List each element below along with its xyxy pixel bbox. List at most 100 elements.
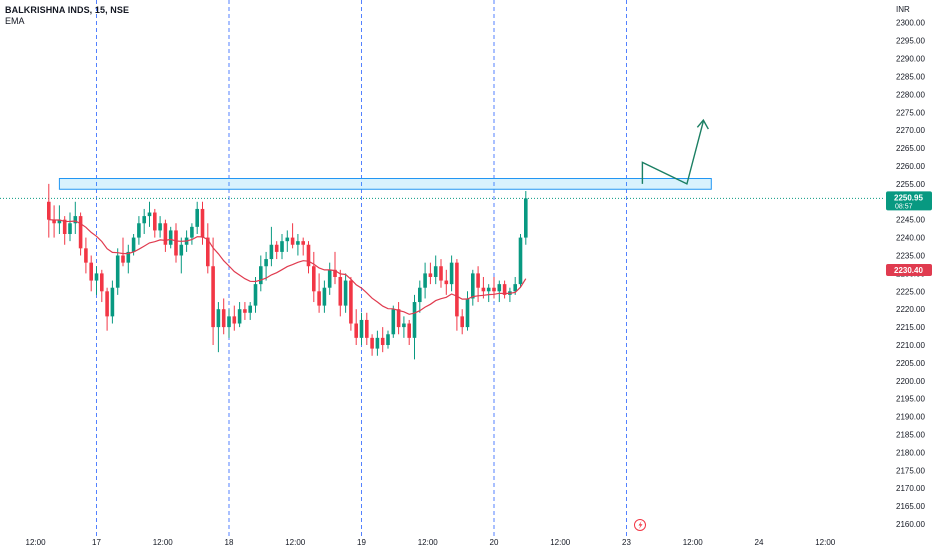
candle-body[interactable] <box>396 309 401 328</box>
chart-legend[interactable]: BALKRISHNA INDS, 15, NSE EMA <box>5 5 129 27</box>
candle-body[interactable] <box>47 201 51 220</box>
candle-body[interactable] <box>343 280 348 306</box>
candle-body[interactable] <box>497 284 502 292</box>
candle-body[interactable] <box>248 305 252 313</box>
candle-body[interactable] <box>126 251 131 263</box>
candle-body[interactable] <box>433 266 438 277</box>
candle-body[interactable] <box>174 230 178 256</box>
candle-body[interactable] <box>412 302 417 338</box>
candle-body[interactable] <box>206 237 210 267</box>
candle-body[interactable] <box>232 316 237 324</box>
candlestick-series[interactable] <box>47 183 528 360</box>
candle-body[interactable] <box>110 287 115 317</box>
indicator-label[interactable]: EMA <box>5 16 25 26</box>
candle-body[interactable] <box>62 219 67 235</box>
candle-body[interactable] <box>502 284 507 295</box>
candle-body[interactable] <box>158 223 162 231</box>
candle-body[interactable] <box>163 223 168 245</box>
candle-body[interactable] <box>237 309 242 324</box>
candle-body[interactable] <box>259 266 263 285</box>
candle-body[interactable] <box>402 323 406 328</box>
candle-body[interactable] <box>423 273 427 288</box>
candle-body[interactable] <box>349 280 353 324</box>
candle-body[interactable] <box>153 212 157 231</box>
candle-body[interactable] <box>359 319 364 338</box>
candle-body[interactable] <box>327 269 332 288</box>
candle-body[interactable] <box>280 241 284 252</box>
candle-body[interactable] <box>354 323 358 338</box>
projection-path[interactable] <box>641 121 705 185</box>
candle-body[interactable] <box>137 223 141 238</box>
candle-body[interactable] <box>190 226 194 238</box>
ema-line[interactable] <box>48 219 527 315</box>
symbol-title[interactable]: BALKRISHNA INDS, 15, NSE <box>5 5 130 15</box>
candle-body[interactable] <box>322 287 327 306</box>
candle-body[interactable] <box>285 237 290 242</box>
candle-body[interactable] <box>306 244 311 267</box>
projection-drawing[interactable] <box>641 118 709 185</box>
candle-body[interactable] <box>68 223 72 235</box>
candle-body[interactable] <box>492 287 496 292</box>
candle-body[interactable] <box>100 273 104 292</box>
candle-body[interactable] <box>57 219 62 224</box>
candle-body[interactable] <box>264 259 268 267</box>
candle-body[interactable] <box>428 273 433 277</box>
candle-body[interactable] <box>486 287 491 292</box>
candle-body[interactable] <box>391 309 396 335</box>
candle-body[interactable] <box>243 309 247 313</box>
candle-body[interactable] <box>312 266 316 292</box>
candle-body[interactable] <box>365 319 369 338</box>
candle-body[interactable] <box>84 248 88 263</box>
candle-body[interactable] <box>407 323 411 338</box>
candle-body[interactable] <box>89 262 93 281</box>
candle-body[interactable] <box>52 219 56 224</box>
candle-body[interactable] <box>200 208 205 238</box>
candle-body[interactable] <box>195 208 199 227</box>
candle-body[interactable] <box>211 266 215 328</box>
time-axis[interactable]: 12:00 17 12:00 18 12:00 19 12:00 20 12:00 23 12:00… <box>26 538 836 547</box>
candle-body[interactable] <box>221 309 226 328</box>
candle-body[interactable] <box>380 337 385 346</box>
candle-body[interactable] <box>449 262 454 285</box>
candle-body[interactable] <box>524 198 528 238</box>
resistance-zone[interactable] <box>58 178 712 190</box>
candle-body[interactable] <box>439 266 443 281</box>
candle-body[interactable] <box>179 244 184 256</box>
candle-body[interactable] <box>94 273 99 281</box>
candle-body[interactable] <box>444 280 449 285</box>
candle-body[interactable] <box>78 216 83 249</box>
candle-body[interactable] <box>476 273 480 288</box>
resistance-zone-layer[interactable] <box>58 178 712 190</box>
candle-body[interactable] <box>418 287 422 303</box>
candle-body[interactable] <box>338 276 343 306</box>
candle-body[interactable] <box>370 337 374 349</box>
candle-body[interactable] <box>105 291 109 317</box>
candle-body[interactable] <box>131 237 136 252</box>
candle-body[interactable] <box>227 316 231 328</box>
candle-body[interactable] <box>73 216 78 224</box>
candle-body[interactable] <box>290 237 295 245</box>
candle-body[interactable] <box>216 309 221 328</box>
candle-body[interactable] <box>455 262 459 317</box>
candle-body[interactable] <box>333 269 337 277</box>
candle-body[interactable] <box>375 337 380 349</box>
candle-body[interactable] <box>317 291 321 306</box>
candle-body[interactable] <box>142 216 146 224</box>
lightning-icon[interactable] <box>634 519 646 531</box>
candle-body[interactable] <box>301 241 305 245</box>
ema-series[interactable] <box>48 219 527 315</box>
candle-body[interactable] <box>253 284 258 306</box>
candle-body[interactable] <box>513 284 517 292</box>
candle-body[interactable] <box>481 287 486 292</box>
projection-arrowhead[interactable] <box>696 118 709 130</box>
candle-body[interactable] <box>465 298 470 328</box>
candle-body[interactable] <box>518 237 523 285</box>
candle-body[interactable] <box>471 273 475 299</box>
candle-body[interactable] <box>115 255 120 288</box>
candle-body[interactable] <box>460 316 464 328</box>
candle-body[interactable] <box>147 212 152 217</box>
candle-body[interactable] <box>121 255 125 263</box>
candle-body[interactable] <box>168 230 173 245</box>
